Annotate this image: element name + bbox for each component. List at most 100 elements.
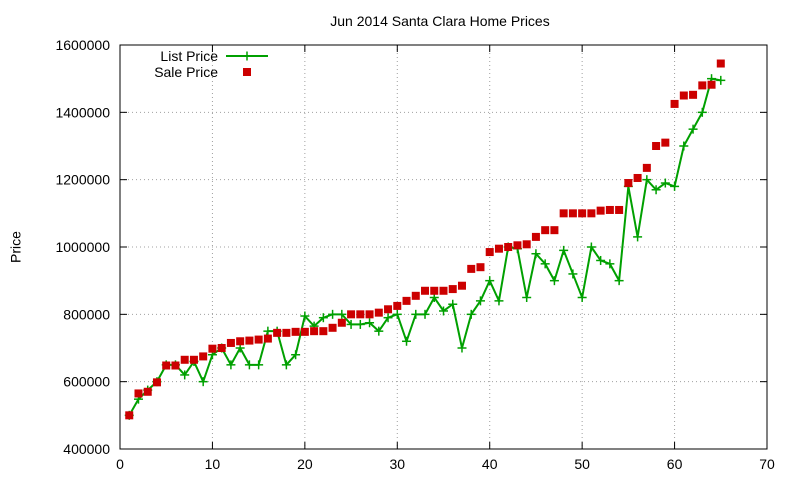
- series: [124, 59, 726, 420]
- sale-price-point: [679, 91, 688, 100]
- list-price-point: [679, 141, 689, 151]
- x-tick-label: 40: [482, 456, 498, 472]
- sale-price-point: [587, 209, 596, 218]
- list-price-point: [614, 276, 624, 286]
- sale-price-point: [476, 263, 485, 272]
- sale-price-point: [180, 355, 189, 364]
- list-price-point: [716, 75, 726, 85]
- sale-price-point: [393, 301, 402, 310]
- sale-price-point: [134, 389, 143, 398]
- sale-price-point: [605, 205, 614, 214]
- sale-price-point: [208, 344, 217, 353]
- list-price-point: [180, 370, 190, 380]
- sale-price-point: [559, 209, 568, 218]
- series-list-price: [124, 74, 726, 420]
- series-sale-price: [125, 59, 725, 420]
- list-price-point: [540, 259, 550, 269]
- sale-price-point: [171, 361, 180, 370]
- x-tick-label: 60: [667, 456, 683, 472]
- legend-label: Sale Price: [154, 64, 218, 80]
- y-axis-label: Price: [8, 231, 24, 263]
- list-price-point: [559, 245, 569, 255]
- sale-price-point: [568, 209, 577, 218]
- list-price-point: [439, 306, 448, 316]
- sale-price-point: [652, 142, 661, 150]
- sale-price-point: [541, 226, 550, 235]
- sale-price-point: [374, 308, 383, 317]
- sale-price-point: [716, 59, 725, 68]
- y-tick-label: 600000: [63, 374, 110, 390]
- list-price-point: [263, 326, 273, 336]
- sale-price-point: [661, 138, 670, 147]
- sale-price-point: [402, 296, 411, 305]
- sale-price-point: [328, 323, 337, 332]
- sale-price-point: [217, 344, 226, 352]
- legend-plus-swatch: [242, 51, 252, 61]
- legend-square-swatch: [243, 68, 251, 76]
- sale-price-point: [550, 226, 559, 235]
- sale-price-point: [485, 248, 494, 257]
- y-tick-label: 1600000: [55, 37, 110, 53]
- legend-label: List Price: [160, 48, 218, 64]
- list-price-point: [328, 309, 338, 319]
- plot-border: [119, 44, 768, 450]
- sale-price-point: [615, 205, 624, 214]
- y-tick-label: 1400000: [55, 104, 110, 120]
- list-price-point: [457, 343, 467, 353]
- list-price-point: [651, 185, 661, 195]
- list-price-point: [466, 309, 476, 319]
- list-price-point: [374, 326, 384, 336]
- sale-price-point: [310, 327, 319, 336]
- list-price-point: [660, 178, 670, 188]
- list-price-point: [475, 296, 485, 306]
- sale-price-point: [670, 99, 679, 108]
- sale-price-point: [245, 336, 254, 345]
- list-price-point: [586, 242, 596, 252]
- list-price-point: [642, 175, 652, 185]
- list-price-point: [254, 360, 264, 370]
- sale-price-point: [642, 163, 651, 172]
- x-tick-label: 20: [297, 456, 313, 472]
- list-price-point: [281, 360, 291, 370]
- list-price-point: [318, 313, 328, 323]
- sale-price-point: [263, 334, 272, 343]
- sale-price-point: [300, 327, 309, 336]
- list-price-point: [633, 232, 643, 242]
- sale-price-point: [291, 327, 300, 336]
- sale-price-point: [365, 310, 374, 319]
- sale-price-point: [143, 387, 152, 396]
- list-price-point: [198, 377, 208, 387]
- list-price-point: [596, 255, 606, 265]
- sale-price-point: [522, 240, 531, 249]
- sale-price-point: [236, 337, 245, 346]
- y-tick-label: 1200000: [55, 172, 110, 188]
- sale-price-point: [347, 310, 356, 319]
- sale-price-point: [531, 232, 540, 241]
- tick-labels: 0 10 20 30 40 50 60 70 400000 600000 800000 1000000…: [55, 37, 775, 472]
- sale-price-point: [337, 318, 346, 327]
- grid-lines: [120, 45, 767, 449]
- list-price-point: [485, 276, 495, 286]
- sale-price-point: [411, 291, 420, 300]
- list-price-point: [670, 181, 680, 191]
- sale-price-point: [125, 411, 134, 420]
- y-tick-label: 400000: [63, 441, 110, 457]
- x-tick-label: 30: [389, 456, 405, 472]
- sale-price-point: [494, 244, 503, 253]
- list-price-point: [402, 336, 412, 346]
- sale-price-point: [624, 179, 633, 188]
- list-price-point: [697, 107, 707, 117]
- sale-price-point: [457, 281, 466, 290]
- sale-price-point: [254, 335, 263, 344]
- sale-price-point: [633, 173, 642, 182]
- sale-price-point: [356, 310, 365, 319]
- sale-price-point: [273, 328, 282, 337]
- x-tick-label: 0: [116, 456, 124, 472]
- list-price-point: [549, 276, 559, 286]
- sale-price-point: [152, 378, 161, 387]
- sale-price-point: [698, 81, 707, 90]
- sale-price-point: [439, 286, 448, 295]
- sale-price-point: [467, 264, 476, 273]
